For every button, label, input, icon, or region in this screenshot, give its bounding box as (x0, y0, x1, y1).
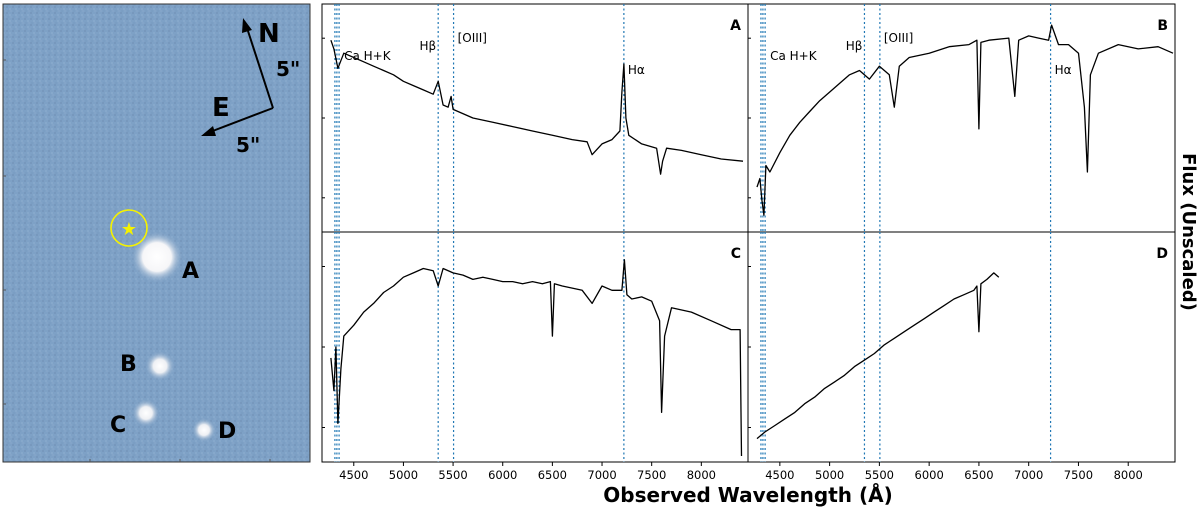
line-label-a-2: [OIII] (458, 31, 487, 45)
source-label-c: C (110, 413, 126, 438)
x-tick-label-c-6500: 6500 (538, 468, 567, 482)
target-circle-marker (110, 209, 148, 247)
spectrum-line-a (330, 39, 744, 175)
x-tick-label-d-6000: 6000 (915, 468, 944, 482)
north-arrow-shaft (246, 27, 274, 109)
x-tick-label-c-8000: 8000 (687, 468, 716, 482)
source-label-d: D (218, 419, 236, 444)
x-tick-label-d-7000: 7000 (1014, 468, 1043, 482)
line-label-b-1: Hβ (846, 39, 863, 53)
x-tick-label-c-5500: 5500 (438, 468, 467, 482)
x-tick-label-c-4500: 4500 (339, 468, 368, 482)
east-arrowhead-icon (201, 126, 216, 136)
line-label-a-0: Ca H+K (344, 49, 392, 63)
line-label-b-2: [OIII] (884, 31, 913, 45)
target-star-marker: ★ (121, 219, 137, 240)
panel-label-b: B (1157, 18, 1168, 34)
spectra-grid: Ca H+K Hβ [OIII] Hα A Ca H+K Hβ [OIII] Hα B C D 4500… (321, 3, 1176, 482)
x-tick-label-c-7500: 7500 (637, 468, 666, 482)
image-edge-ticks (3, 59, 271, 462)
source-label-a: A (182, 259, 199, 284)
line-label-a-1: Hβ (419, 39, 436, 53)
x-tick-label-d-4500: 4500 (765, 468, 794, 482)
source-a-glow (131, 231, 183, 283)
compass-east-label: E (212, 93, 230, 123)
y-axis-label: Flux (Unscaled) (1178, 153, 1199, 311)
scale-label-north: 5" (276, 57, 300, 81)
source-b-glow (145, 351, 175, 381)
source-d-glow (192, 418, 216, 442)
panel-label-a: A (730, 18, 741, 34)
x-tick-label-d-6500: 6500 (964, 468, 993, 482)
compass-north-label: N (258, 19, 280, 49)
x-tick-label-c-7000: 7000 (587, 468, 616, 482)
scale-label-east: 5" (236, 133, 260, 157)
line-label-b-0: Ca H+K (770, 49, 818, 63)
x-tick-label-c-5000: 5000 (389, 468, 418, 482)
source-c-glow (132, 399, 160, 427)
x-tick-label-d-5500: 5500 (865, 468, 894, 482)
sky-image-panel: ★ A B C D N E 5" 5" (2, 3, 311, 463)
x-tick-label-d-5000: 5000 (815, 468, 844, 482)
line-label-a-3: Hα (628, 63, 645, 77)
x-tick-label-d-8000: 8000 (1114, 468, 1143, 482)
panel-label-c: C (731, 246, 741, 262)
east-arrow-shaft (209, 107, 274, 133)
spectrum-line-d (756, 272, 1000, 440)
north-arrowhead-icon (242, 18, 252, 33)
line-label-b-3: Hα (1055, 63, 1072, 77)
x-axis-label: Observed Wavelength (Å) (603, 483, 892, 507)
source-label-b: B (120, 352, 137, 377)
panel-label-d: D (1156, 246, 1168, 262)
x-tick-label-d-7500: 7500 (1064, 468, 1093, 482)
spectrum-line-b (756, 24, 1174, 216)
spectrum-line-c (330, 259, 743, 457)
x-tick-label-c-6000: 6000 (488, 468, 517, 482)
